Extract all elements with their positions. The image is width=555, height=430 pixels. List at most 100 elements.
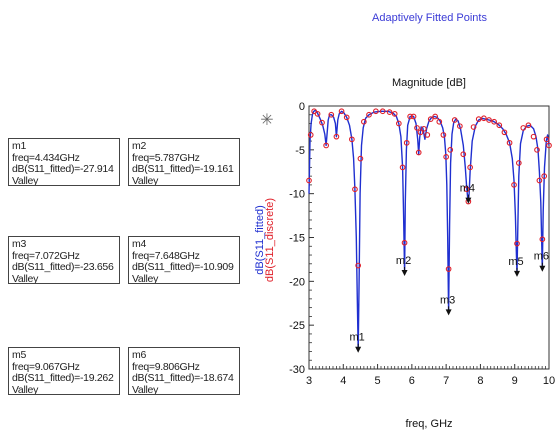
data-point-s11-discrete [333, 133, 340, 140]
marker-arrow-icon [355, 346, 362, 353]
data-point-s11-discrete [328, 111, 335, 118]
marker-readout-name: m3 [12, 238, 26, 250]
data-point-s11-discrete [436, 118, 443, 125]
marker-readout-kind: Valley [12, 174, 39, 186]
data-point-s11-discrete [323, 142, 329, 149]
data-point-s11-discrete [511, 182, 517, 188]
marker-readout-m6[interactable]: m6 freq=9.806GHz dB(S11_fitted)=-18.674 … [128, 347, 240, 395]
data-point-s11-discrete [443, 153, 449, 160]
data-point-s11-discrete [539, 236, 546, 243]
data-point-s11-discrete [536, 177, 543, 184]
marker-arrow-icon [445, 309, 452, 316]
data-point-s11-discrete [314, 111, 321, 117]
data-point-s11-discrete [352, 186, 358, 193]
marker-readout-kind: Valley [12, 383, 39, 395]
marker-star-icon: ✳ [260, 112, 273, 129]
data-point-s11-discrete [407, 113, 413, 120]
data-point-s11-discrete [525, 122, 532, 129]
series-line-s11-fitted [308, 109, 550, 352]
marker-arrow-icon [514, 270, 521, 277]
marker-label-m2: m2 [396, 255, 411, 267]
data-point-s11-discrete [514, 240, 520, 247]
marker-readout-value: dB(S11_fitted)=-18.674 [132, 372, 234, 385]
data-point-s11-discrete [424, 132, 431, 138]
marker-readout-kind: Valley [12, 272, 39, 284]
data-point-s11-discrete [399, 164, 406, 171]
y-tick-label: -30 [289, 364, 305, 376]
marker-readout-m2[interactable]: m2 freq=5.787GHz dB(S11_fitted)=-19.161 … [128, 138, 240, 186]
x-tick-label: 5 [375, 375, 381, 387]
x-tick-label: 6 [409, 375, 415, 387]
chart-header-title: Adaptively Fitted Points [372, 12, 487, 24]
marker-readout-value: dB(S11_fitted)=-19.161 [132, 163, 234, 176]
data-point-s11-discrete [460, 151, 467, 158]
y-tick-label: -10 [289, 189, 305, 201]
y-axis-label-fitted: dB(S11_fitted) [254, 205, 266, 275]
y-tick-label: -20 [289, 276, 305, 288]
data-point-s11-discrete [306, 177, 312, 184]
marker-label-m4: m4 [460, 183, 475, 195]
data-point-s11-discrete [445, 266, 452, 272]
data-point-s11-discrete [451, 117, 458, 123]
data-point-s11-discrete [391, 111, 398, 117]
data-point-s11-discrete [475, 116, 482, 122]
marker-readout-name: m2 [132, 140, 146, 152]
marker-readout-value: dB(S11_fitted)=-19.262 [12, 372, 114, 385]
marker-label-m6: m6 [534, 251, 549, 263]
marker-readout-freq: freq=5.787GHz [132, 151, 200, 164]
marker-readout-value: dB(S11_fitted)=-10.909 [132, 261, 234, 274]
data-point-s11-discrete [496, 122, 503, 129]
marker-readout-m3[interactable]: m3 freq=7.072GHz dB(S11_fitted)=-23.656 … [8, 236, 120, 284]
data-point-s11-discrete [415, 149, 422, 156]
x-tick-label: 7 [443, 375, 449, 387]
chart-title: Magnitude [dB] [392, 77, 466, 89]
data-point-s11-discrete [515, 160, 522, 166]
data-layer: m1 m2 m3 m4 m5 m6 [306, 108, 552, 353]
data-point-s11-discrete [501, 129, 508, 136]
marker-readout-name: m5 [12, 349, 26, 361]
marker-readout-kind: Valley [132, 272, 159, 284]
x-axis-label: freq, GHz [405, 418, 452, 430]
data-point-s11-discrete [421, 125, 427, 132]
data-point-s11-discrete [470, 124, 477, 130]
data-point-s11-discrete [506, 139, 513, 146]
data-point-s11-discrete [541, 173, 548, 179]
marker-readout-m1[interactable]: m1 freq=4.434GHz dB(S11_fitted)=-27.914 … [8, 138, 120, 186]
data-point-s11-discrete [486, 117, 492, 123]
data-point-s11-discrete [357, 155, 364, 162]
data-point-s11-discrete [373, 108, 379, 115]
marker-readout-freq: freq=9.067GHz [12, 360, 80, 373]
x-tick-label: 8 [477, 375, 483, 387]
marker-readout-kind: Valley [132, 174, 159, 186]
data-point-s11-discrete [457, 123, 463, 130]
data-point-s11-discrete [491, 118, 497, 125]
marker-readout-m4[interactable]: m4 freq=7.648GHz dB(S11_fitted)=-10.909 … [128, 236, 240, 284]
plot-area-frame [308, 105, 550, 370]
x-tick-label: 4 [340, 375, 346, 387]
data-point-s11-discrete [546, 142, 552, 149]
data-point-s11-discrete [349, 136, 355, 143]
data-point-s11-discrete [427, 116, 434, 122]
x-tick-label: 9 [512, 375, 518, 387]
y-tick-label: -5 [295, 145, 305, 157]
marker-readout-name: m1 [12, 140, 26, 152]
marker-arrow-icon [401, 269, 408, 276]
marker-readout-name: m6 [132, 349, 146, 361]
data-point-s11-discrete [520, 125, 527, 131]
marker-readout-m5[interactable]: m5 freq=9.067GHz dB(S11_fitted)=-19.262 … [8, 347, 120, 395]
data-point-s11-discrete [481, 115, 487, 122]
data-point-s11-discrete [447, 146, 454, 153]
marker-readout-value: dB(S11_fitted)=-23.656 [12, 261, 114, 274]
data-point-s11-discrete [307, 132, 314, 138]
data-point-s11-discrete [355, 262, 362, 269]
data-point-s11-discrete [361, 118, 367, 125]
data-point-s11-discrete [410, 113, 417, 120]
y-tick-label: 0 [299, 101, 305, 113]
marker-label-m5: m5 [508, 256, 523, 268]
marker-arrow-icon [465, 197, 472, 204]
marker-label-m3: m3 [440, 294, 455, 306]
data-point-s11-discrete [343, 114, 350, 121]
marker-readout-freq: freq=4.434GHz [12, 151, 80, 164]
x-tick-label: 3 [306, 375, 312, 387]
